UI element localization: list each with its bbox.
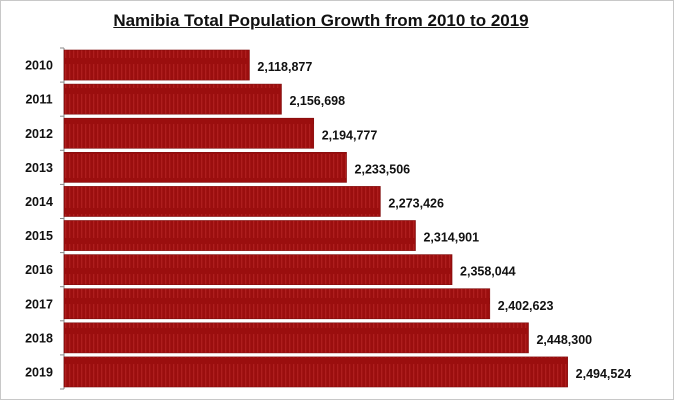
- chart-title: Namibia Total Population Growth from 201…: [113, 11, 529, 30]
- y-tick-label-2017: 2017: [25, 297, 53, 311]
- data-label-2013: 2,233,506: [355, 162, 411, 176]
- data-label-2018: 2,448,300: [536, 333, 592, 347]
- data-label-2014: 2,273,426: [388, 196, 444, 210]
- y-tick-label-2014: 2014: [25, 195, 53, 209]
- bar-2019: [63, 356, 568, 388]
- data-label-2019: 2,494,524: [576, 367, 632, 381]
- bar-2013: [63, 152, 347, 183]
- bar-2017: [63, 288, 491, 320]
- bar-2018: [63, 322, 529, 354]
- y-tick-label-2010: 2010: [25, 59, 53, 73]
- data-label-2011: 2,156,698: [289, 94, 345, 108]
- y-tick-label-2018: 2018: [25, 331, 53, 345]
- data-label-2012: 2,194,777: [322, 128, 378, 142]
- bar-2011: [63, 83, 282, 115]
- bar-2016: [63, 254, 453, 286]
- y-tick-label-2011: 2011: [25, 93, 52, 107]
- y-tick-label-2019: 2019: [25, 365, 53, 379]
- y-tick-label-2016: 2016: [25, 263, 53, 277]
- bar-2015: [63, 220, 416, 251]
- y-tick-label-2013: 2013: [25, 161, 53, 175]
- y-tick-label-2012: 2012: [25, 127, 53, 141]
- bar-2010: [63, 49, 250, 81]
- data-label-2017: 2,402,623: [498, 299, 554, 313]
- data-label-2015: 2,314,901: [423, 231, 479, 245]
- data-label-2010: 2,118,877: [257, 60, 312, 74]
- bar-2014: [63, 186, 381, 217]
- bar-2012: [63, 117, 315, 149]
- data-label-2016: 2,358,044: [460, 265, 516, 279]
- y-tick-label-2015: 2015: [25, 229, 53, 243]
